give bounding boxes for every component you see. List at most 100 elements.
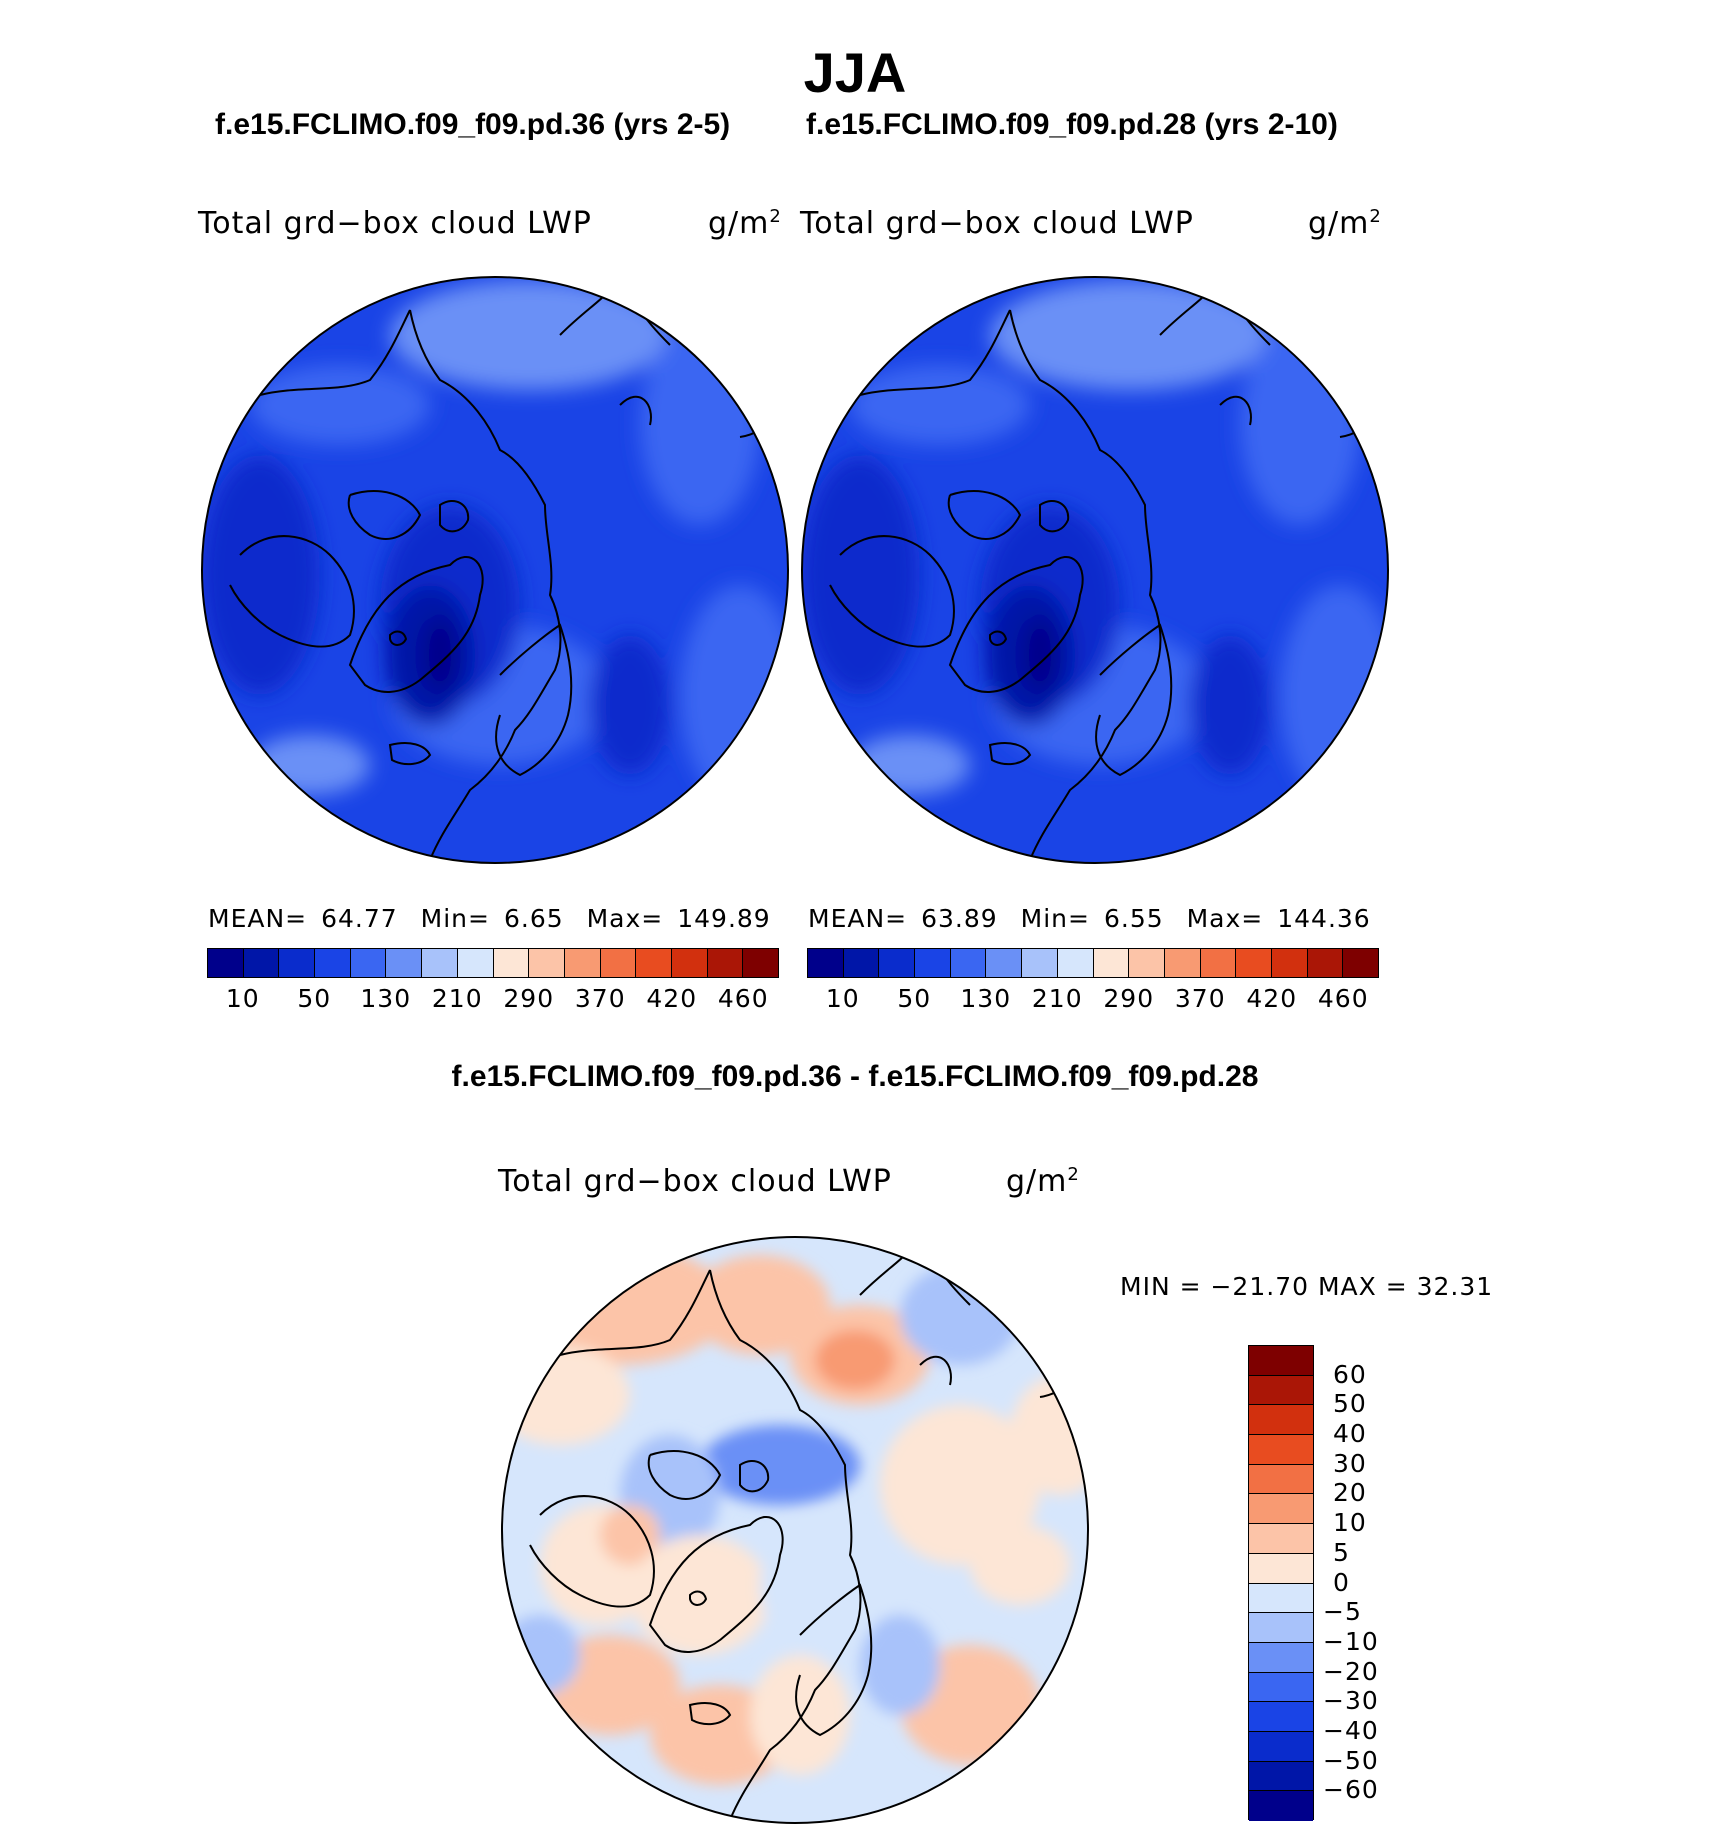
colorbar-box: [208, 949, 244, 977]
panel-a-stats: MEAN= 64.77 Min= 6.65 Max= 149.89: [208, 904, 771, 933]
colorbar-case-a: [207, 948, 779, 978]
colorbar-box: [1249, 1761, 1313, 1792]
colorbar-case-b: [807, 948, 1379, 978]
colorbar-box: [1129, 949, 1165, 977]
colorbar-box: [986, 949, 1023, 977]
panel-a-variable-name: Total grd−box cloud LWP: [198, 206, 592, 241]
colorbar-box: [1057, 949, 1094, 977]
colorbar-box: [564, 949, 601, 977]
colorbar-box: [1249, 1435, 1313, 1465]
colorbar-box: [1164, 949, 1201, 977]
colorbar-tick-label: 10: [225, 984, 260, 1013]
panel-b-stats: MEAN= 63.89 Min= 6.55 Max= 144.36: [808, 904, 1371, 933]
map-boundary: [501, 1236, 1089, 1824]
colorbar-box: [457, 949, 494, 977]
colorbar-tick-label: 460: [1317, 984, 1369, 1013]
colorbar-box: [1022, 949, 1058, 977]
colorbar-tick-label: −40: [1323, 1715, 1379, 1745]
map-boundary: [201, 276, 789, 864]
colorbar-tick-label: 10: [1333, 1508, 1367, 1538]
colorbar-tick-label: −50: [1323, 1745, 1379, 1775]
colorbar-box: [1249, 1524, 1313, 1554]
case-a-title: f.e15.FCLIMO.f09_f09.pd.36 (yrs 2-5): [215, 108, 731, 141]
panel-b-variable-name: Total grd−box cloud LWP: [800, 206, 1194, 241]
colorbar-tick-label: 130: [960, 984, 1012, 1013]
panel-a-units: g/m2: [708, 206, 782, 241]
colorbar-box: [1249, 1672, 1313, 1703]
diff-min-max: MIN = −21.70 MAX = 32.31: [1120, 1272, 1494, 1301]
colorbar-tick-label: −60: [1323, 1775, 1379, 1805]
colorbar-box: [743, 949, 778, 977]
colorbar-box: [1249, 1583, 1313, 1614]
difference-title: f.e15.FCLIMO.f09_f09.pd.36 - f.e15.FCLIM…: [451, 1060, 1259, 1093]
colorbar-tick-label: 50: [897, 984, 932, 1013]
map-boundary: [801, 276, 1389, 864]
colorbar-tick-label: −5: [1323, 1597, 1362, 1627]
colorbar-box: [493, 949, 530, 977]
colorbar-box: [422, 949, 458, 977]
colorbar-box: [529, 949, 565, 977]
colorbar-box: [1093, 949, 1130, 977]
colorbar-tick-label: −30: [1323, 1686, 1379, 1716]
colorbar-box: [1249, 1702, 1313, 1732]
colorbar-box: [636, 949, 672, 977]
colorbar-box: [315, 949, 351, 977]
colorbar-tick-label: 40: [1333, 1419, 1367, 1449]
colorbar-box: [1249, 1613, 1313, 1643]
colorbar-tick-label: 30: [1333, 1448, 1367, 1478]
colorbar-box: [950, 949, 987, 977]
colorbar-box: [386, 949, 423, 977]
colorbar-box: [707, 949, 744, 977]
colorbar-box: [915, 949, 951, 977]
colorbar-tick-label: 370: [1174, 984, 1226, 1013]
colorbar-tick-label: 420: [1246, 984, 1298, 1013]
colorbar-box: [350, 949, 387, 977]
colorbar-box: [1307, 949, 1344, 977]
colorbar-box: [879, 949, 916, 977]
colorbar-box: [1249, 1405, 1313, 1436]
colorbar-box: [1249, 1731, 1313, 1762]
colorbar-tick-label: 50: [1333, 1389, 1367, 1419]
colorbar-tick-label: 60: [1333, 1359, 1367, 1389]
colorbar-box: [1343, 949, 1378, 977]
colorbar-tick-label: 290: [503, 984, 555, 1013]
polar-map-case-b: [801, 276, 1389, 864]
colorbar-tick-label: 420: [646, 984, 698, 1013]
panel-b-units: g/m2: [1308, 206, 1382, 241]
colorbar-box: [843, 949, 880, 977]
colorbar-tick-label: 370: [574, 984, 626, 1013]
colorbar-tick-label: −10: [1323, 1626, 1379, 1656]
colorbar-tick-label: 290: [1103, 984, 1155, 1013]
colorbar-tick-label: 210: [431, 984, 483, 1013]
colorbar-difference: [1248, 1345, 1314, 1821]
field-light-region: [390, 280, 670, 390]
colorbar-box: [279, 949, 316, 977]
case-b-title: f.e15.FCLIMO.f09_f09.pd.28 (yrs 2-10): [806, 108, 1338, 141]
polar-map-case-a: [201, 276, 789, 864]
diff-units: g/m2: [1006, 1164, 1080, 1199]
colorbar-tick-label: 0: [1333, 1567, 1350, 1597]
colorbar-tick-label: 50: [297, 984, 332, 1013]
colorbar-box: [1249, 1464, 1313, 1495]
colorbar-box: [1249, 1375, 1313, 1406]
colorbar-tick-label: 210: [1031, 984, 1083, 1013]
colorbar-box: [1249, 1791, 1313, 1821]
polar-map-difference: [501, 1236, 1089, 1824]
colorbar-box: [1200, 949, 1237, 977]
colorbar-box: [1249, 1642, 1313, 1673]
diff-variable-name: Total grd−box cloud LWP: [498, 1164, 892, 1199]
colorbar-tick-label: −20: [1323, 1656, 1379, 1686]
colorbar-box: [1236, 949, 1272, 977]
colorbar-tick-label: 460: [717, 984, 769, 1013]
colorbar-tick-label: 10: [825, 984, 860, 1013]
colorbar-tick-label: 20: [1333, 1478, 1367, 1508]
colorbar-box: [1249, 1494, 1313, 1525]
colorbar-box: [671, 949, 708, 977]
colorbar-tick-label: 5: [1333, 1537, 1350, 1567]
colorbar-tick-label: 130: [360, 984, 412, 1013]
colorbar-box: [1249, 1346, 1313, 1376]
colorbar-box: [1249, 1553, 1313, 1584]
colorbar-box: [1271, 949, 1308, 977]
page-title: JJA: [803, 41, 907, 104]
colorbar-box: [243, 949, 280, 977]
